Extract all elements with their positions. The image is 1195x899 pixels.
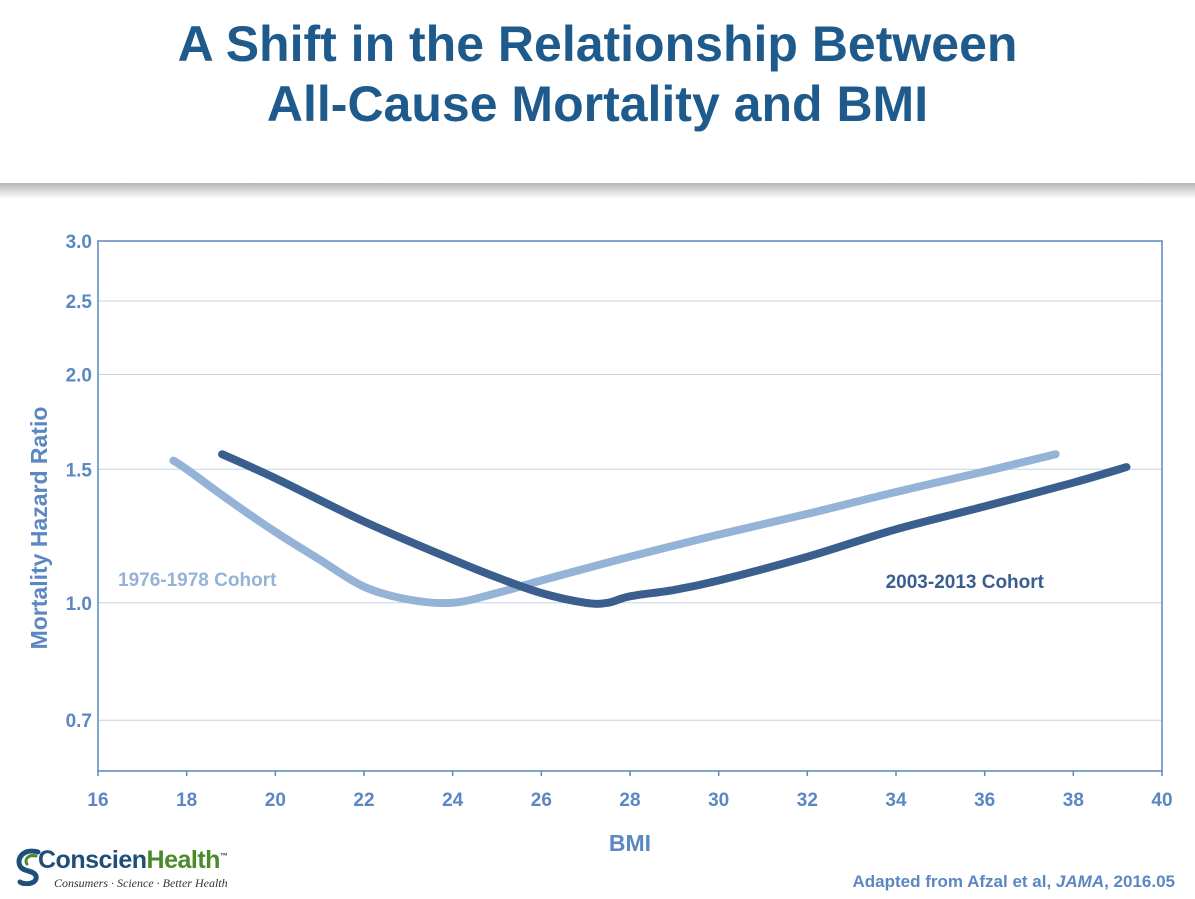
- y-tick-label: 2.5: [66, 292, 93, 313]
- y-tick-label: 1.0: [66, 594, 92, 615]
- source-citation: Adapted from Afzal et al, JAMA, 2016.05: [852, 872, 1175, 891]
- x-tick-label: 34: [885, 790, 907, 811]
- x-tick-label: 16: [87, 790, 108, 811]
- series-label-1: 1976-1978 Cohort: [118, 570, 277, 591]
- y-tick-label: 2.0: [66, 366, 92, 387]
- x-tick-label: 30: [708, 790, 729, 811]
- x-tick-label: 18: [176, 790, 197, 811]
- x-tick-label: 32: [797, 790, 818, 811]
- logo-tagline: Consumers · Science · Better Health: [54, 876, 228, 890]
- x-axis-title: BMI: [609, 830, 651, 856]
- title-line-1: A Shift in the Relationship Between: [177, 16, 1018, 72]
- title-line-2: All-Cause Mortality and BMI: [266, 76, 929, 132]
- page-title: A Shift in the Relationship Between All-…: [0, 14, 1195, 134]
- x-tick-label: 36: [974, 790, 995, 811]
- x-tick-label: 24: [442, 790, 464, 811]
- series-line-1: [169, 450, 1060, 608]
- x-tick-label: 40: [1151, 790, 1172, 811]
- y-tick-label: 3.0: [66, 232, 92, 253]
- logo-swoosh-icon: [16, 848, 41, 886]
- x-tick-label: 26: [531, 790, 552, 811]
- x-tick-label: 22: [353, 790, 374, 811]
- y-axis-title: Mortality Hazard Ratio: [26, 407, 52, 650]
- conscienhealth-logo: ConscienHealth™ Consumers · Science · Be…: [14, 846, 274, 890]
- x-tick-label: 38: [1063, 790, 1084, 811]
- header-divider: [0, 183, 1195, 199]
- x-tick-label: 20: [265, 790, 286, 811]
- y-tick-label: 1.5: [66, 460, 93, 481]
- series-label-2: 2003-2013 Cohort: [886, 572, 1045, 593]
- y-tick-label: 0.7: [66, 711, 92, 732]
- plot-frame: [97, 240, 1163, 772]
- x-tick-label: 28: [619, 790, 640, 811]
- logo-wordmark: ConscienHealth™: [38, 846, 228, 874]
- series-line-2: [218, 450, 1131, 608]
